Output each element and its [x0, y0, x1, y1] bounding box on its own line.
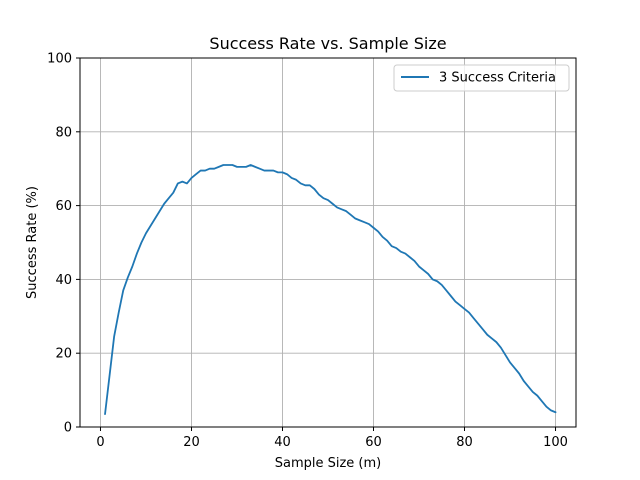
series-layer [104, 164, 557, 415]
x-tick-label: 40 [274, 435, 291, 450]
series-line-3-success-criteria [104, 164, 557, 415]
chart-title: Success Rate vs. Sample Size [209, 34, 446, 53]
x-axis-ticks: 0 20 40 60 80 100 [96, 427, 568, 450]
y-tick-label: 40 [55, 273, 72, 288]
legend-frame [393, 64, 570, 92]
y-tick-label: 100 [47, 52, 72, 67]
axes-frame [79, 57, 577, 428]
y-tick-label: 0 [64, 421, 72, 436]
y-tick-label: 60 [55, 199, 72, 214]
y-tick-label: 20 [55, 347, 72, 362]
x-tick-label: 100 [543, 435, 568, 450]
x-tick-label: 80 [456, 435, 473, 450]
x-tick-label: 0 [96, 435, 104, 450]
x-tick-label: 60 [365, 435, 382, 450]
plot-area [80, 58, 576, 427]
grid [80, 57, 576, 428]
x-tick-label: 20 [183, 435, 200, 450]
legend: 3 Success Criteria [393, 64, 570, 92]
y-tick-label: 80 [55, 125, 72, 140]
legend-label-3-success-criteria: 3 Success Criteria [439, 71, 556, 86]
x-axis-label: Sample Size (m) [275, 456, 382, 471]
y-axis-label: Success Rate (%) [25, 186, 40, 299]
y-axis-ticks: 0 20 40 60 80 100 [47, 52, 80, 436]
